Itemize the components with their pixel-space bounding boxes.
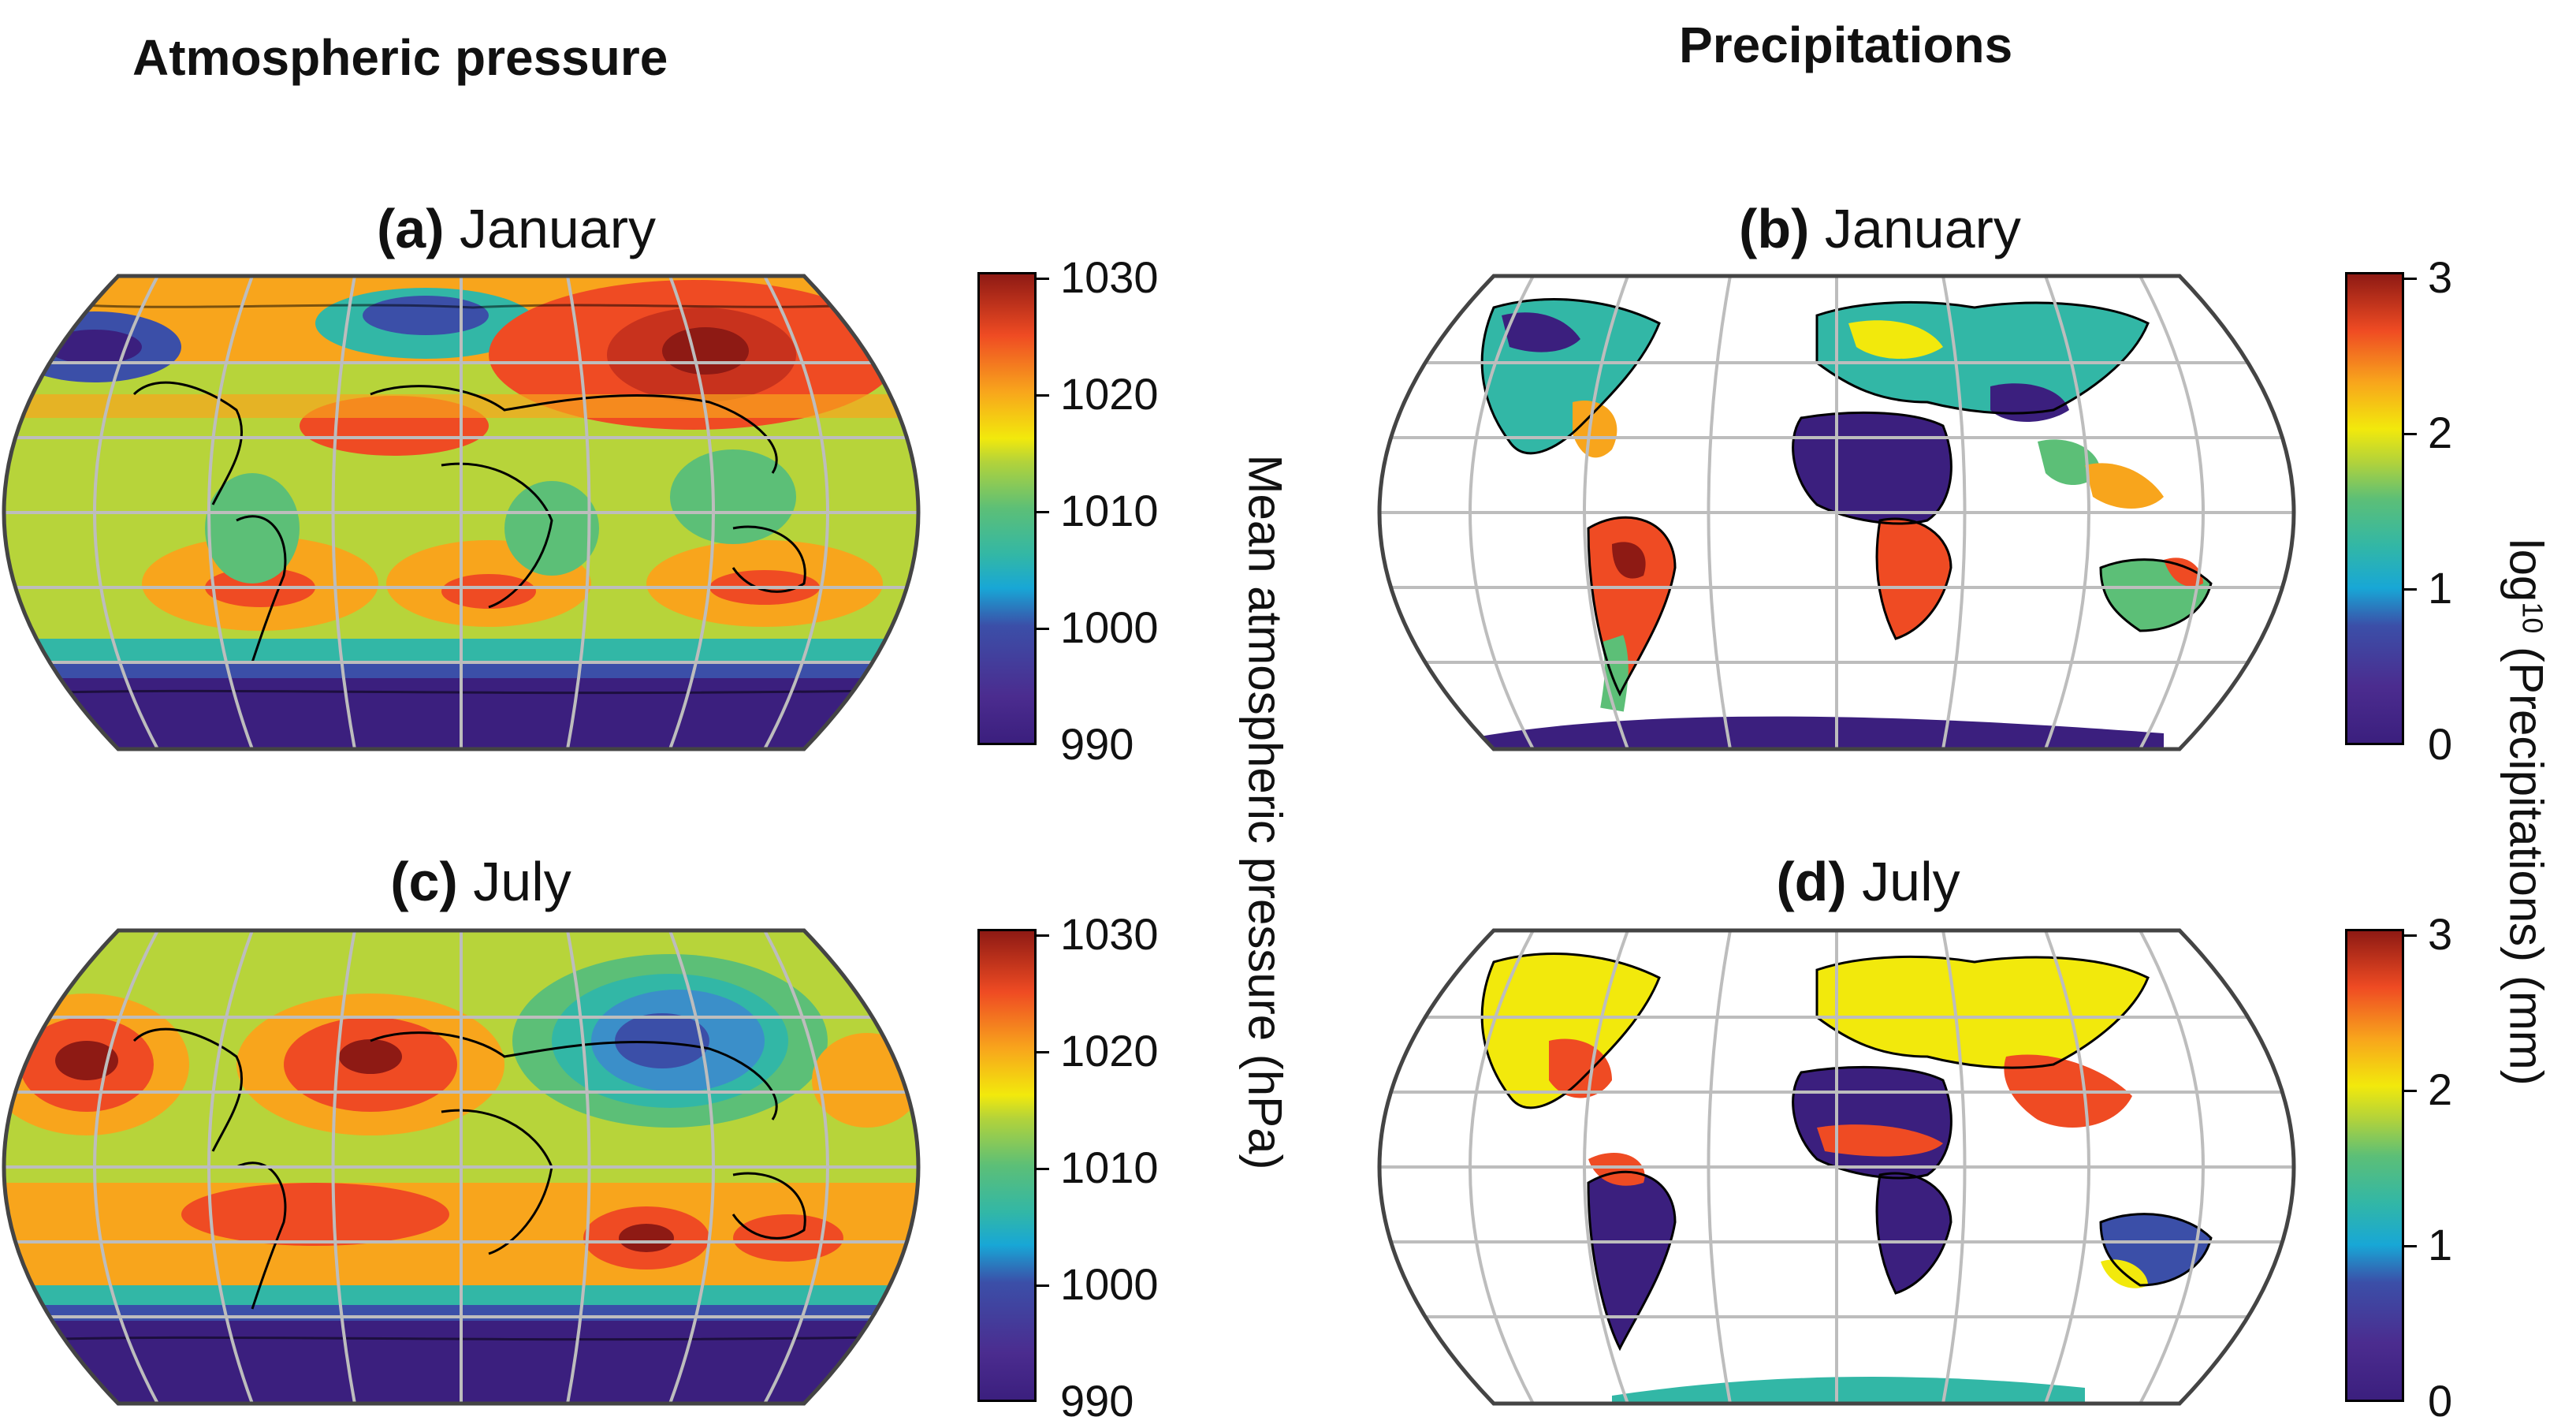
- panel-a-title: (a) January: [377, 197, 656, 260]
- map-precip-january: [1377, 274, 2296, 751]
- column-title-pressure: Atmospheric pressure: [132, 29, 668, 86]
- tick-precip-jan-0: 0: [2428, 719, 2453, 769]
- tick-precip-jul-0: 0: [2428, 1376, 2453, 1426]
- panel-c-month: July: [473, 851, 571, 912]
- tick-precip-jan-1: 1: [2428, 563, 2453, 613]
- tick-pressure-jul-1020: 1020: [1060, 1026, 1159, 1076]
- precip-label-rest: (Precipitations) (mm): [2500, 633, 2553, 1086]
- precip-axis-label: log10 (Precipitations) (mm): [2500, 539, 2554, 1086]
- tick-pressure-jan-990: 990: [1060, 719, 1134, 769]
- tick-pressure-jan-1030: 1030: [1060, 252, 1159, 302]
- panel-b-month: January: [1824, 198, 2021, 259]
- tick-precip-jul-3: 3: [2428, 909, 2453, 959]
- precip-label-sub: 10: [2516, 602, 2549, 634]
- colorbar-precip-january: [2345, 272, 2404, 745]
- column-title-precipitations: Precipitations: [1679, 17, 2013, 73]
- panel-c-letter: (c): [390, 851, 458, 912]
- map-pressure-january: [2, 274, 921, 751]
- panel-a-letter: (a): [376, 198, 445, 259]
- colorbar-pressure-january: [977, 272, 1037, 745]
- tick-pressure-jul-1010: 1010: [1060, 1143, 1159, 1192]
- panel-d-month: July: [1862, 851, 1960, 912]
- panel-b-letter: (b): [1739, 198, 1810, 259]
- tick-pressure-jan-1010: 1010: [1060, 486, 1159, 535]
- tick-precip-jul-1: 1: [2428, 1220, 2453, 1270]
- tick-pressure-jul-1000: 1000: [1060, 1259, 1159, 1309]
- panel-b-title: (b) January: [1739, 197, 2021, 260]
- tick-pressure-jan-1000: 1000: [1060, 602, 1159, 652]
- panel-c-title: (c) July: [390, 850, 571, 913]
- precip-label-prefix: log: [2500, 539, 2553, 602]
- map-pressure-july: [2, 928, 921, 1406]
- map-precip-july: [1377, 928, 2296, 1406]
- tick-precip-jul-2: 2: [2428, 1064, 2453, 1114]
- tick-precip-jan-2: 2: [2428, 408, 2453, 457]
- panel-a-month: January: [459, 198, 657, 259]
- colorbar-precip-july: [2345, 929, 2404, 1402]
- pressure-axis-label: Mean atmospheric pressure (hPa): [1238, 454, 1292, 1170]
- panel-d-letter: (d): [1776, 851, 1847, 912]
- tick-pressure-jul-1030: 1030: [1060, 909, 1159, 959]
- panel-d-title: (d) July: [1776, 850, 1960, 913]
- colorbar-pressure-july: [977, 929, 1037, 1402]
- tick-precip-jan-3: 3: [2428, 252, 2453, 302]
- tick-pressure-jul-990: 990: [1060, 1376, 1134, 1426]
- tick-pressure-jan-1020: 1020: [1060, 369, 1159, 419]
